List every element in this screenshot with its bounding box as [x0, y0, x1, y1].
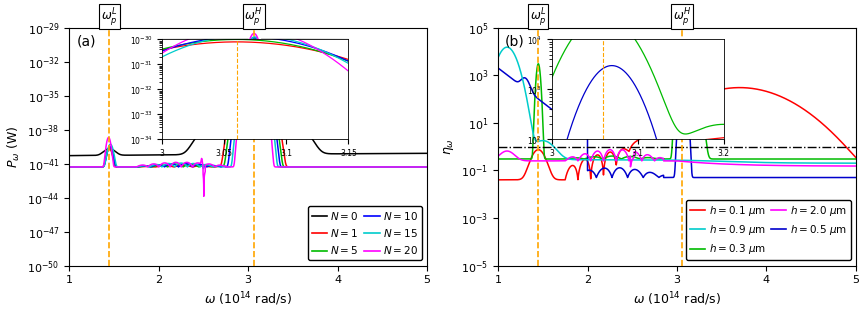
X-axis label: $\omega\ (10^{14}\ \mathrm{rad/s})$: $\omega\ (10^{14}\ \mathrm{rad/s})$ — [204, 291, 292, 308]
Text: $\omega_p^L$: $\omega_p^L$ — [101, 6, 118, 28]
Text: $\omega_p^H$: $\omega_p^H$ — [244, 6, 263, 28]
X-axis label: $\omega\ (10^{14}\ \mathrm{rad/s})$: $\omega\ (10^{14}\ \mathrm{rad/s})$ — [633, 291, 721, 308]
Bar — [677, 51, 695, 99]
Legend: $h=0.1\ \mu\mathrm{m}$, $h=0.9\ \mu\mathrm{m}$, $h=0.3\ \mu\mathrm{m}$, $h=2.0\ : $h=0.1\ \mu\mathrm{m}$, $h=0.9\ \mu\math… — [686, 200, 851, 260]
Y-axis label: $P_\omega\ \mathrm{(W)}$: $P_\omega\ \mathrm{(W)}$ — [5, 125, 22, 168]
Text: $\omega_p^H$: $\omega_p^H$ — [673, 6, 691, 28]
Text: (b): (b) — [505, 35, 525, 49]
Legend: $N=0$, $N=1$, $N=5$, $N=10$, $N=15$, $N=20$: $N=0$, $N=1$, $N=5$, $N=10$, $N=15$, $N=… — [308, 206, 422, 260]
Text: (a): (a) — [76, 35, 96, 49]
Y-axis label: $\eta_\omega$: $\eta_\omega$ — [442, 138, 456, 155]
Text: $\omega_p^L$: $\omega_p^L$ — [530, 6, 547, 28]
Bar — [248, 39, 261, 84]
